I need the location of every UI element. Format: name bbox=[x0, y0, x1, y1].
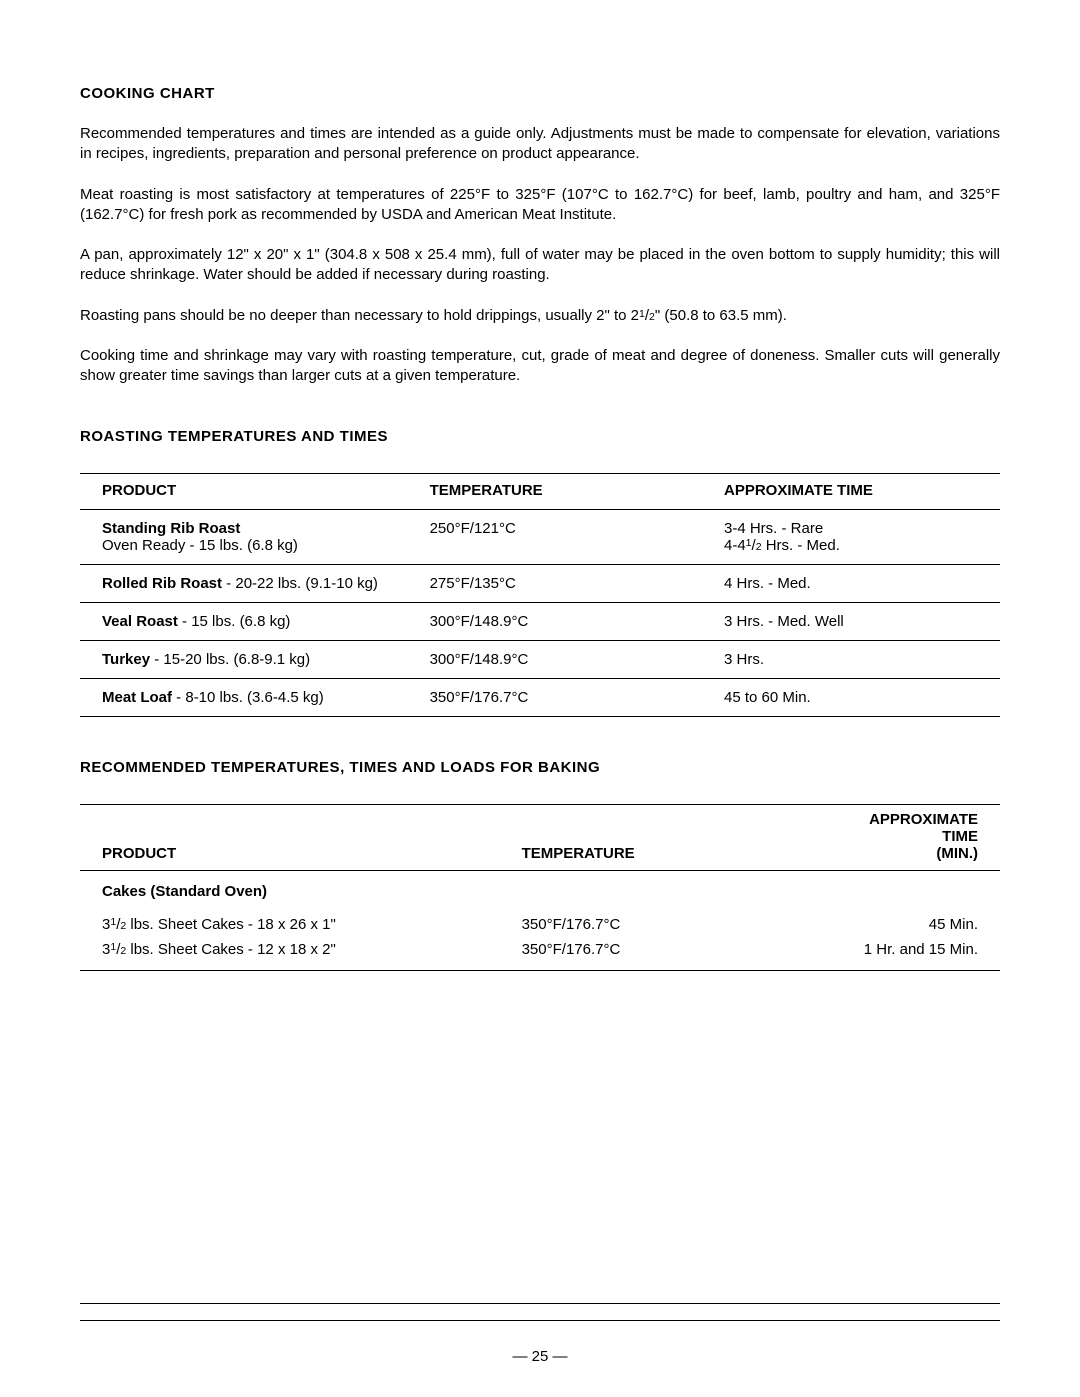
col-header-product: PRODUCT bbox=[80, 474, 430, 510]
table-row: 31/2 lbs. Sheet Cakes - 18 x 26 x 1" 350… bbox=[80, 912, 1000, 937]
intro-para-5: Cooking time and shrinkage may vary with… bbox=[80, 346, 1000, 387]
table-row: Veal Roast - 15 lbs. (6.8 kg) 300°F/148.… bbox=[80, 603, 1000, 641]
table-row: Standing Rib Roast Oven Ready - 15 lbs. … bbox=[80, 510, 1000, 565]
footer-rules bbox=[80, 1303, 1000, 1337]
intro-para-3: A pan, approximately 12" x 20" x 1" (304… bbox=[80, 245, 1000, 286]
col-header-temperature: TEMPERATURE bbox=[430, 474, 724, 510]
intro-para-1: Recommended temperatures and times are i… bbox=[80, 124, 1000, 165]
baking-table: PRODUCT TEMPERATURE APPROXIMATE TIME (MI… bbox=[80, 804, 1000, 971]
roasting-heading: ROASTING TEMPERATURES AND TIMES bbox=[80, 428, 1000, 445]
col-header-temperature: TEMPERATURE bbox=[522, 805, 761, 871]
col-header-product: PRODUCT bbox=[80, 805, 522, 871]
roasting-table: PRODUCT TEMPERATURE APPROXIMATE TIME Sta… bbox=[80, 473, 1000, 717]
intro-para-4: Roasting pans should be no deeper than n… bbox=[80, 306, 1000, 326]
table-row: Rolled Rib Roast - 20-22 lbs. (9.1-10 kg… bbox=[80, 565, 1000, 603]
col-header-time: APPROXIMATE TIME (MIN.) bbox=[761, 805, 1000, 871]
intro-para-2: Meat roasting is most satisfactory at te… bbox=[80, 185, 1000, 226]
baking-heading: RECOMMENDED TEMPERATURES, TIMES AND LOAD… bbox=[80, 759, 1000, 776]
table-row: Meat Loaf - 8-10 lbs. (3.6-4.5 kg) 350°F… bbox=[80, 679, 1000, 717]
table-row: Turkey - 15-20 lbs. (6.8-9.1 kg) 300°F/1… bbox=[80, 641, 1000, 679]
page-number: — 25 — bbox=[0, 1348, 1080, 1365]
table-row: 31/2 lbs. Sheet Cakes - 12 x 18 x 2" 350… bbox=[80, 937, 1000, 971]
cooking-chart-heading: COOKING CHART bbox=[80, 85, 1000, 102]
col-header-time: APPROXIMATE TIME bbox=[724, 474, 1000, 510]
baking-subheading-row: Cakes (Standard Oven) bbox=[80, 871, 1000, 913]
